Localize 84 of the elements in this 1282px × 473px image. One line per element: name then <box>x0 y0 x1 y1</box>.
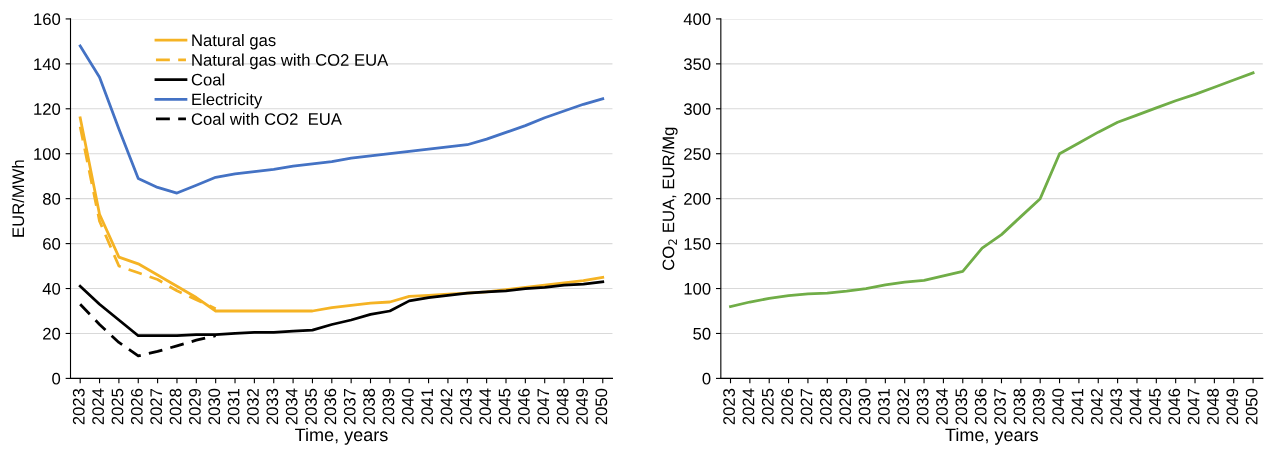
y-tick-label: 50 <box>693 327 711 340</box>
x-tick-label: 2043 <box>459 388 472 425</box>
x-tick-label: 2031 <box>878 388 890 425</box>
x-tick-label: 2028 <box>819 388 832 425</box>
x-tick-label: 2040 <box>1052 388 1065 425</box>
x-tick-label: 2032 <box>897 388 910 425</box>
x-tick-label: 2044 <box>1129 388 1142 425</box>
x-tick-label: 2034 <box>936 388 948 425</box>
x-tick-label: 2048 <box>1207 388 1219 425</box>
y-tick-label: 0 <box>702 372 711 385</box>
x-tick-label: 2042 <box>440 388 453 425</box>
x-tick-label: 2035 <box>305 388 317 425</box>
x-tick-label: 2037 <box>343 388 356 425</box>
x-tick-label: 2047 <box>537 388 550 425</box>
x-tick-label: 2033 <box>266 388 279 425</box>
legend-label: Electricity <box>192 93 263 109</box>
x-tick-label: 2034 <box>285 388 298 425</box>
x-tick-label: 2031 <box>227 388 240 425</box>
x-tick-label: 2041 <box>1071 388 1084 425</box>
legend-label: Coal with CO2 EUA <box>191 112 342 125</box>
y-tick-label: 100 <box>684 282 711 295</box>
y-tick-label: 100 <box>34 148 61 160</box>
y-tick-label: 160 <box>34 13 61 26</box>
y-tick-label: 40 <box>42 282 61 295</box>
x-tick-label: 2036 <box>324 388 337 425</box>
x-tick-label: 2024 <box>742 388 755 425</box>
x-tick-label: 2046 <box>1168 388 1181 425</box>
x-tick-label: 2041 <box>421 388 434 425</box>
x-tick-label: 2049 <box>576 388 588 425</box>
legend-label: Coal <box>191 73 225 86</box>
x-tick-label: 2037 <box>994 388 1006 425</box>
x-axis-title: Time, years <box>945 427 1038 445</box>
y-tick-label: 60 <box>43 238 61 250</box>
x-tick-label: 2026 <box>130 388 143 425</box>
y-axis-title: CO$_{2}$ EUA, EUR/Mg <box>662 127 678 270</box>
x-tick-label: 2035 <box>955 388 968 425</box>
x-tick-label: 2038 <box>363 388 375 425</box>
line-series <box>729 71 1255 308</box>
x-tick-label: 2050 <box>1245 388 1258 425</box>
y-tick-label: 350 <box>683 58 711 71</box>
x-tick-label: 2046 <box>518 388 530 425</box>
y-tick-label: 20 <box>43 327 61 340</box>
x-tick-label: 2033 <box>916 388 929 425</box>
x-tick-label: 2044 <box>479 388 492 425</box>
x-tick-label: 2029 <box>839 388 852 425</box>
x-tick-label: 2045 <box>1148 388 1161 425</box>
y-axis-title: EUR/MWh <box>11 160 25 237</box>
y-tick-label: 120 <box>34 103 61 115</box>
x-tick-label: 2042 <box>1090 388 1103 425</box>
x-tick-label: 2049 <box>1226 388 1239 425</box>
x-tick-label: 2039 <box>382 388 395 425</box>
x-tick-label: 2045 <box>498 388 511 425</box>
y-tick-label: 140 <box>34 58 61 71</box>
legend-label: Natural gas with CO2 EUA <box>192 53 389 70</box>
x-tick-label: 2029 <box>188 388 201 425</box>
x-tick-label: 2032 <box>247 388 259 425</box>
x-tick-label: 2040 <box>401 388 414 425</box>
x-tick-label: 2030 <box>208 388 221 425</box>
y-tick-label: 300 <box>683 103 711 115</box>
x-tick-label: 2048 <box>556 388 569 425</box>
y-tick-label: 80 <box>42 193 61 205</box>
x-tick-label: 2036 <box>974 388 987 425</box>
y-tick-label: 200 <box>684 193 711 205</box>
x-tick-label: 2027 <box>800 388 813 425</box>
y-tick-label: 400 <box>683 13 711 26</box>
x-tick-label: 2024 <box>92 388 105 425</box>
x-tick-label: 2030 <box>858 388 871 425</box>
x-tick-label: 2038 <box>1013 388 1026 425</box>
x-tick-label: 2028 <box>169 388 182 425</box>
x-tick-label: 2023 <box>723 388 735 425</box>
legend-label: Natural gas <box>192 33 276 50</box>
x-tick-label: 2039 <box>1032 388 1045 425</box>
x-axis-title: Time, years <box>295 427 388 445</box>
y-tick-label: 250 <box>684 148 711 160</box>
x-tick-label: 2023 <box>72 388 85 425</box>
x-tick-label: 2050 <box>595 388 608 425</box>
x-tick-label: 2047 <box>1187 388 1200 425</box>
x-tick-label: 2025 <box>111 388 124 425</box>
x-tick-label: 2026 <box>781 388 794 425</box>
y-tick-label: 0 <box>52 372 61 385</box>
x-tick-label: 2025 <box>761 388 774 425</box>
x-tick-label: 2027 <box>150 388 163 425</box>
y-tick-label: 150 <box>684 238 711 250</box>
x-tick-label: 2043 <box>1110 388 1123 425</box>
